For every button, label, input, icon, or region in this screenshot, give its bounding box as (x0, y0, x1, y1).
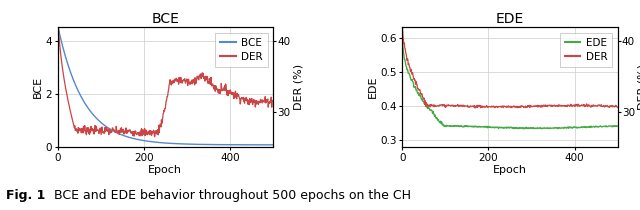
Title: EDE: EDE (496, 12, 524, 26)
Y-axis label: EDE: EDE (367, 76, 378, 98)
Text: BCE and EDE behavior throughout 500 epochs on the CH: BCE and EDE behavior throughout 500 epoc… (42, 189, 411, 202)
Title: BCE: BCE (151, 12, 179, 26)
Y-axis label: DER (%): DER (%) (293, 64, 303, 110)
Legend: BCE, DER: BCE, DER (215, 33, 268, 67)
X-axis label: Epoch: Epoch (148, 165, 182, 175)
Text: Fig. 1: Fig. 1 (6, 189, 46, 202)
Y-axis label: BCE: BCE (33, 76, 43, 98)
Legend: EDE, DER: EDE, DER (559, 33, 612, 67)
X-axis label: Epoch: Epoch (493, 165, 527, 175)
Y-axis label: DER (%): DER (%) (637, 64, 640, 110)
